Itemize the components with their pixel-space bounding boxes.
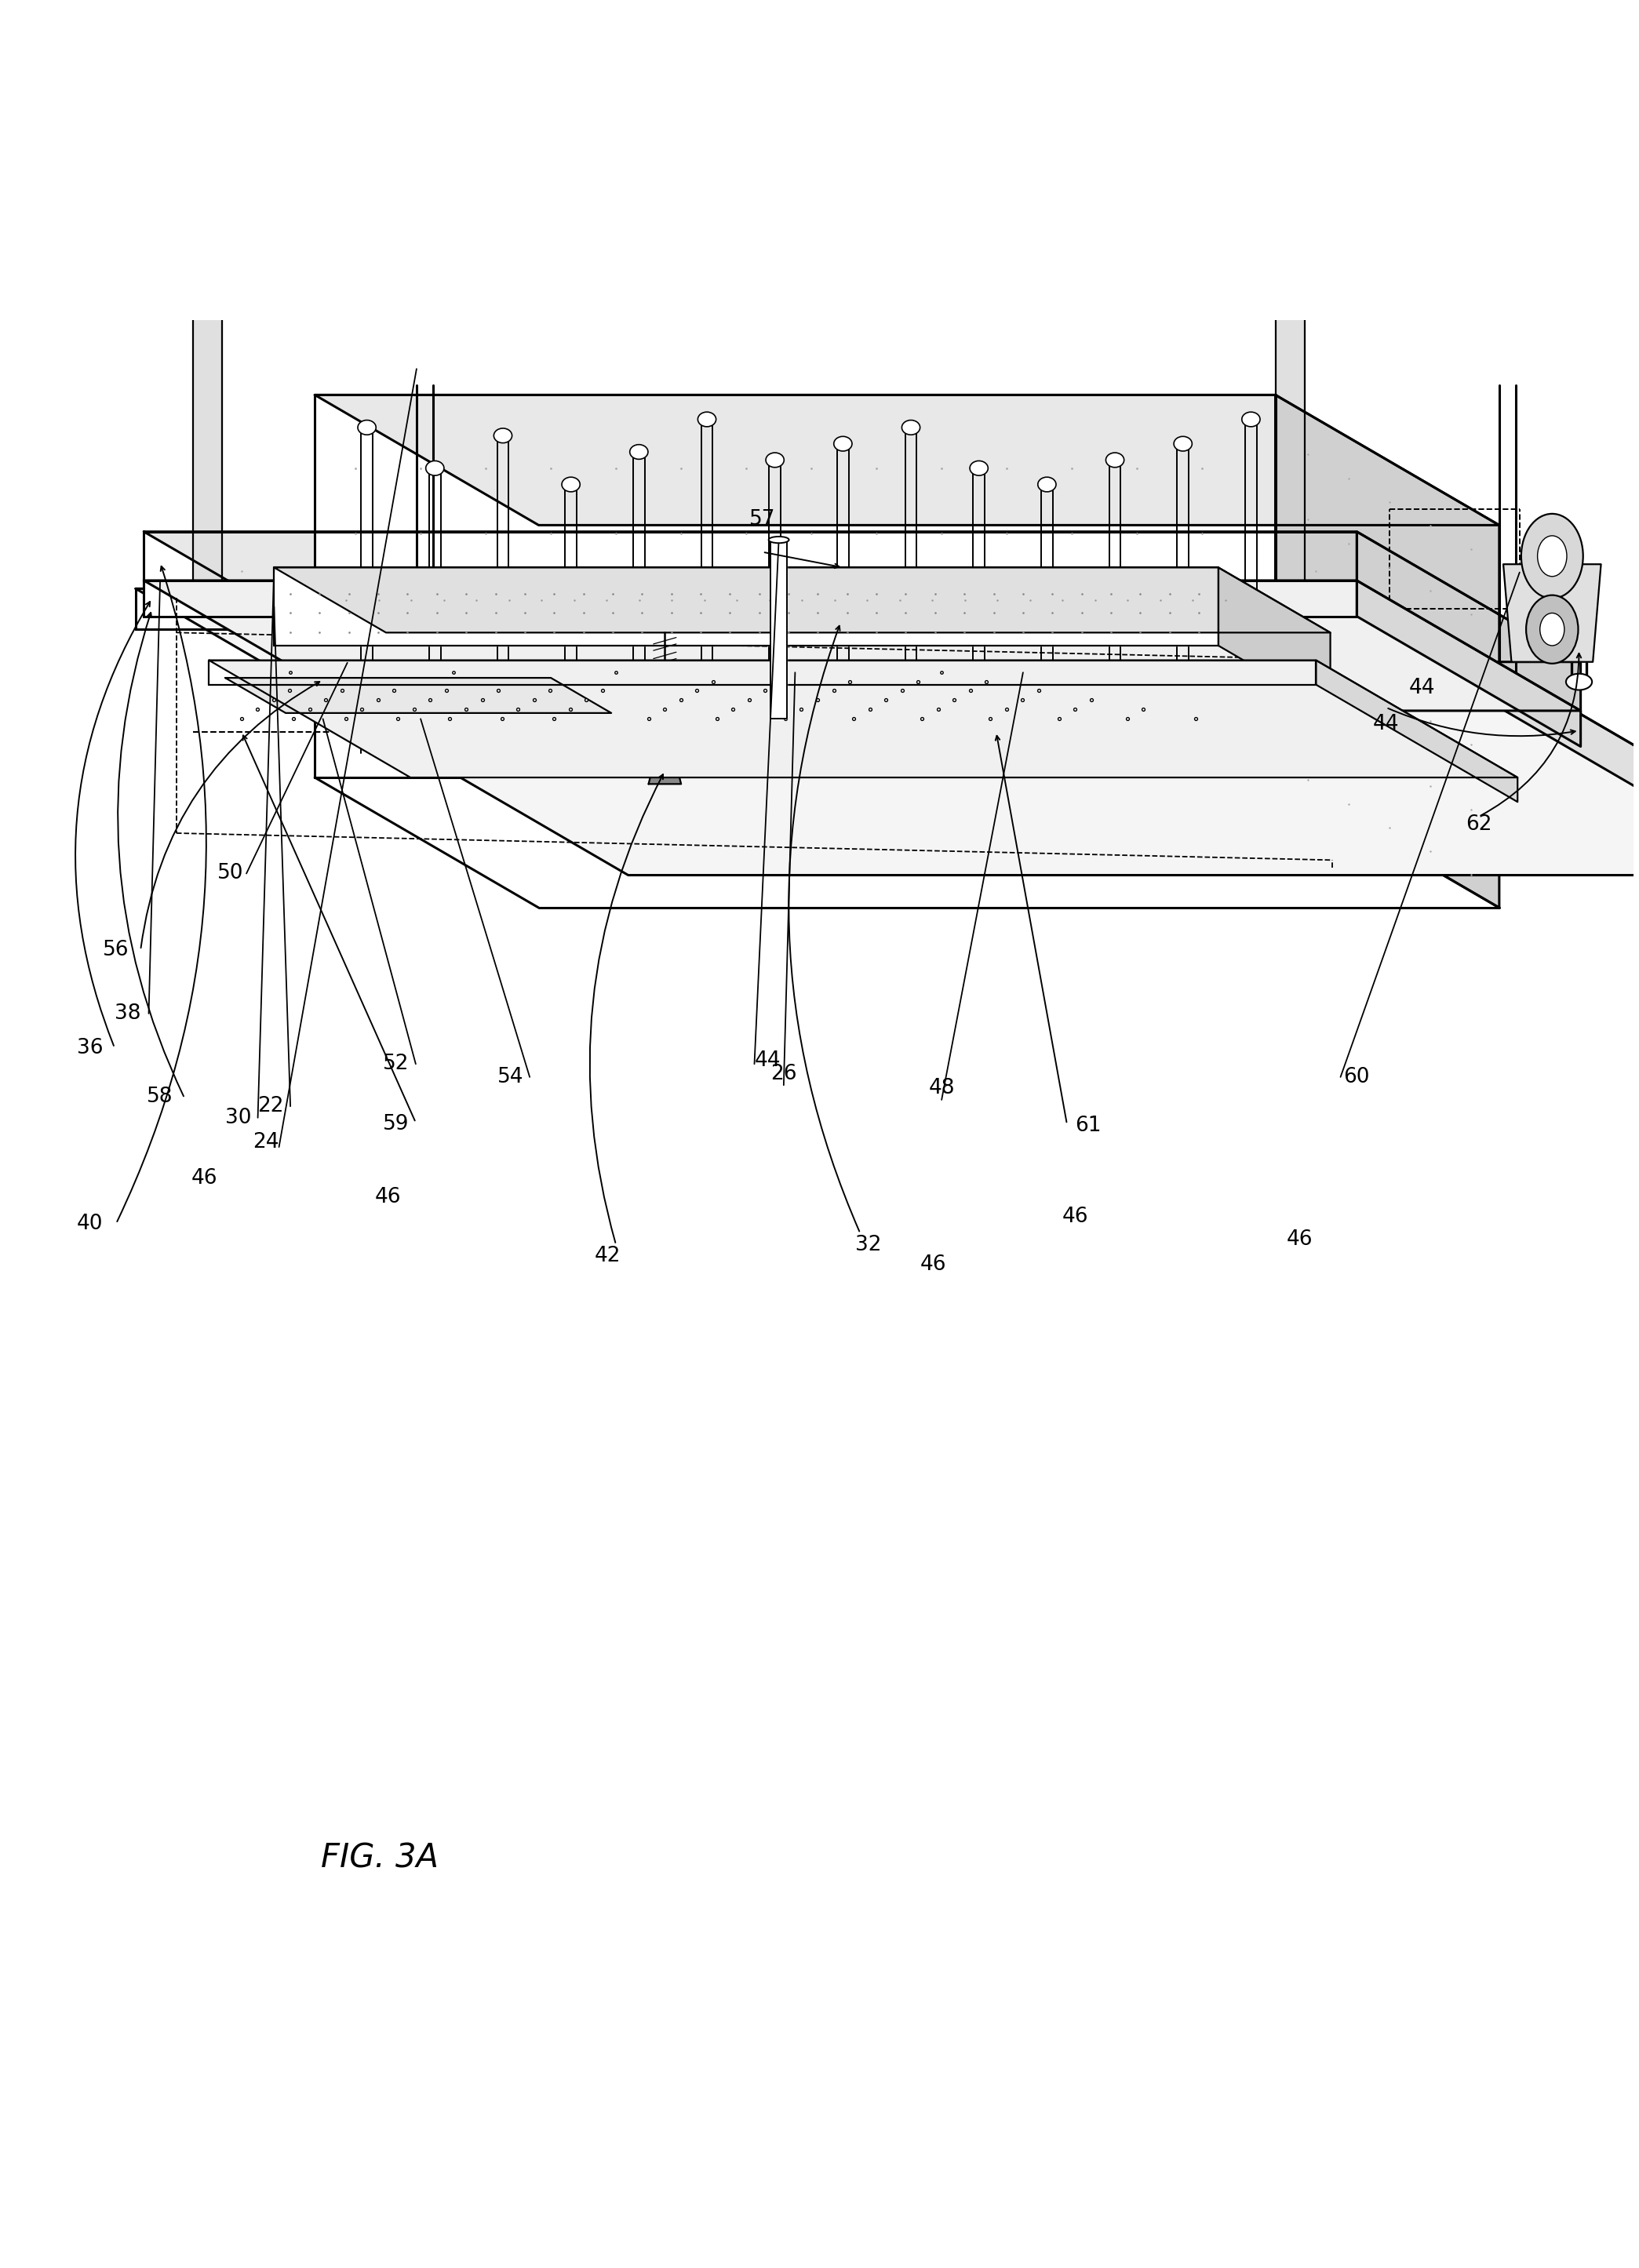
Ellipse shape — [1037, 476, 1056, 492]
Polygon shape — [208, 660, 1316, 685]
Text: 26: 26 — [770, 1064, 797, 1084]
Polygon shape — [144, 531, 1357, 594]
Text: 54: 54 — [497, 1066, 523, 1086]
Polygon shape — [136, 590, 1365, 628]
Ellipse shape — [426, 460, 444, 476]
Text: 44: 44 — [1410, 678, 1436, 699]
Text: 50: 50 — [216, 864, 243, 885]
Text: 40: 40 — [77, 1213, 103, 1234]
Polygon shape — [193, 254, 221, 585]
Ellipse shape — [1521, 515, 1583, 599]
Ellipse shape — [629, 445, 647, 458]
Ellipse shape — [1242, 413, 1260, 426]
Ellipse shape — [698, 413, 716, 426]
Polygon shape — [193, 254, 257, 277]
Text: 24: 24 — [252, 1132, 279, 1152]
Polygon shape — [315, 395, 1275, 778]
Polygon shape — [1218, 567, 1331, 710]
Polygon shape — [274, 567, 1218, 646]
Text: 62: 62 — [1465, 814, 1491, 835]
Text: FIG. 3A: FIG. 3A — [321, 1842, 439, 1876]
Polygon shape — [136, 590, 1639, 875]
Ellipse shape — [834, 435, 852, 451]
Text: 42: 42 — [595, 1245, 621, 1266]
Polygon shape — [1275, 254, 1305, 585]
Text: 52: 52 — [384, 1055, 410, 1075]
Polygon shape — [1503, 565, 1601, 662]
Polygon shape — [144, 581, 1357, 617]
Text: 22: 22 — [257, 1095, 284, 1116]
Ellipse shape — [1106, 454, 1124, 467]
Polygon shape — [649, 771, 682, 785]
Polygon shape — [770, 540, 787, 719]
Polygon shape — [1316, 660, 1518, 803]
Ellipse shape — [1537, 535, 1567, 576]
Text: 38: 38 — [115, 1002, 141, 1023]
Polygon shape — [1365, 590, 1639, 916]
Ellipse shape — [901, 420, 919, 435]
Text: 46: 46 — [190, 1168, 218, 1188]
Text: 46: 46 — [375, 1186, 402, 1207]
Text: 58: 58 — [148, 1086, 174, 1107]
Ellipse shape — [765, 454, 783, 467]
Text: 44: 44 — [1373, 714, 1400, 735]
Ellipse shape — [562, 476, 580, 492]
Polygon shape — [1275, 395, 1500, 907]
Polygon shape — [144, 531, 1580, 662]
Polygon shape — [144, 581, 1580, 710]
Ellipse shape — [1565, 674, 1591, 689]
Polygon shape — [1357, 531, 1580, 723]
Polygon shape — [208, 660, 1518, 778]
Ellipse shape — [970, 460, 988, 476]
Text: 59: 59 — [384, 1114, 410, 1134]
Text: 56: 56 — [103, 939, 129, 959]
Text: 32: 32 — [856, 1234, 882, 1254]
Text: 30: 30 — [225, 1107, 251, 1127]
Ellipse shape — [1541, 612, 1564, 646]
Polygon shape — [274, 567, 1331, 633]
Ellipse shape — [1526, 594, 1578, 665]
Text: 61: 61 — [1075, 1116, 1101, 1136]
Text: 46: 46 — [1287, 1229, 1313, 1250]
Text: 48: 48 — [928, 1077, 956, 1098]
Text: 44: 44 — [754, 1050, 780, 1070]
Ellipse shape — [1174, 435, 1192, 451]
Ellipse shape — [493, 429, 511, 442]
Text: 46: 46 — [921, 1254, 947, 1275]
Text: 60: 60 — [1344, 1066, 1370, 1086]
Text: 46: 46 — [1062, 1207, 1088, 1227]
Text: 36: 36 — [77, 1036, 103, 1057]
Polygon shape — [315, 395, 1500, 526]
Text: 57: 57 — [749, 510, 775, 531]
Polygon shape — [1275, 254, 1341, 277]
Polygon shape — [225, 678, 611, 712]
Polygon shape — [1357, 581, 1580, 746]
Ellipse shape — [769, 538, 788, 542]
Ellipse shape — [357, 420, 375, 435]
